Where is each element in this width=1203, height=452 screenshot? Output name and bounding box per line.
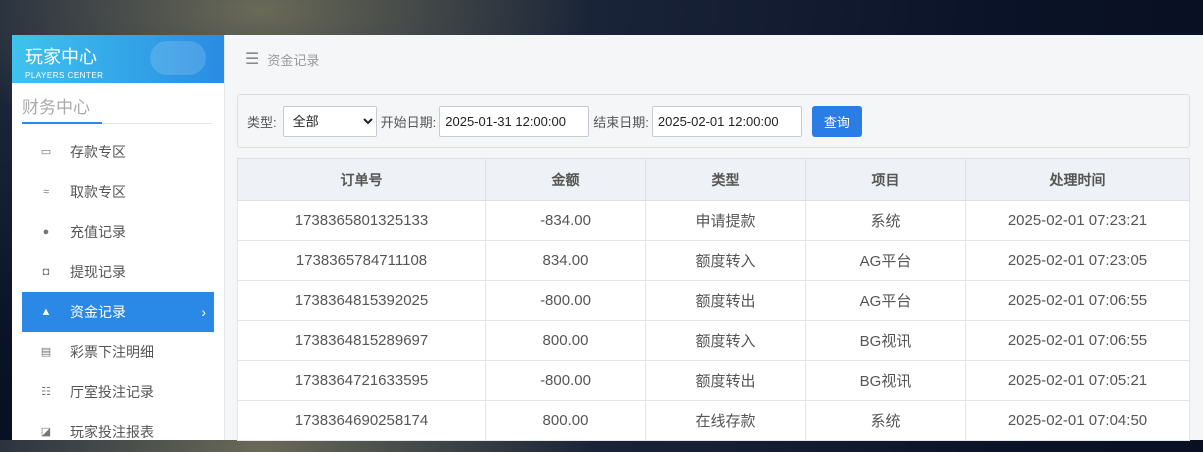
table-cell: 1738364815289697 — [237, 320, 486, 361]
sidebar-item-label: 彩票下注明细 — [70, 344, 154, 360]
table-cell: 额度转入 — [645, 240, 806, 281]
table-cell: -800.00 — [485, 280, 646, 321]
sidebar-item-label: 资金记录 — [70, 304, 126, 320]
column-header[interactable]: 处理时间 — [965, 158, 1190, 201]
table-cell: 额度转入 — [645, 320, 806, 361]
table-cell: 1738365784711108 — [237, 240, 486, 281]
end-date-label: 结束日期: — [593, 114, 649, 130]
sidebar-item-7[interactable]: ◪ 玩家投注报表 — [22, 412, 214, 452]
table-cell: 1738364721633595 — [237, 360, 486, 401]
table-cell: 834.00 — [485, 240, 646, 281]
hand-cash-icon: ≈ — [42, 186, 50, 198]
chevron-right-icon: › — [201, 304, 206, 320]
table-row: 1738364815392025 -800.00 额度转出 AG平台 2025-02-0… — [237, 280, 1190, 321]
sidebar-item-label: 存款专区 — [70, 144, 126, 160]
sidebar: 玩家中心 PLAYERS CENTER 财务中心 ▭ 存款专区 ≈ 取款专区 ● 充值记录… — [12, 35, 225, 440]
menu-icon[interactable]: ☰ — [245, 51, 260, 68]
table-row: 1738364815289697 800.00 额度转入 BG视讯 2025-02-01… — [237, 320, 1190, 361]
table-cell: 系统 — [805, 400, 966, 441]
table-cell: 额度转出 — [645, 280, 806, 321]
sidebar-item-4[interactable]: ▲ 资金记录 › — [22, 292, 214, 332]
table-cell: 2025-02-01 07:04:50 — [965, 400, 1190, 441]
sidebar-item-6[interactable]: ☷ 厅室投注记录 — [22, 372, 214, 412]
table-cell: BG视讯 — [805, 360, 966, 401]
breadcrumb-current: 资金记录 — [267, 52, 320, 68]
column-header[interactable]: 类型 — [645, 158, 806, 201]
end-date-input[interactable] — [651, 105, 802, 137]
table-cell: 2025-02-01 07:06:55 — [965, 320, 1190, 361]
sidebar-item-1[interactable]: ≈ 取款专区 — [22, 172, 214, 212]
sidebar-item-label: 玩家投注报表 — [70, 424, 154, 440]
wallet-icon: ◘ — [42, 266, 50, 278]
sidebar-item-label: 提现记录 — [70, 264, 126, 280]
table-cell: AG平台 — [805, 280, 966, 321]
table-cell: 申请提款 — [645, 200, 806, 241]
sidebar-item-3[interactable]: ◘ 提现记录 — [22, 252, 214, 292]
table-cell: BG视讯 — [805, 320, 966, 361]
sidebar-menu: ▭ 存款专区 ≈ 取款专区 ● 充值记录 ◘ 提现记录 ▲ 资金记录 › ▤ 彩票下注明细 ☷ 厅室投注记录… — [12, 132, 224, 452]
player-center-panel: 玩家中心 PLAYERS CENTER 财务中心 ▭ 存款专区 ≈ 取款专区 ● 充值记录… — [12, 35, 1203, 441]
money-bag-icon: ● — [42, 226, 50, 238]
chart-icon: ◪ — [40, 426, 52, 438]
sidebar-item-label: 取款专区 — [70, 184, 126, 200]
type-select[interactable]: 全部 — [282, 105, 377, 137]
gamepad-icon — [150, 41, 206, 75]
sidebar-subtitle: PLAYERS CENTER — [25, 71, 104, 80]
sidebar-title: 玩家中心 — [25, 47, 97, 67]
table-cell: 系统 — [805, 200, 966, 241]
table-cell: 1738365801325133 — [237, 200, 486, 241]
table-cell: 1738364690258174 — [237, 400, 486, 441]
column-header[interactable]: 项目 — [805, 158, 966, 201]
house-money-icon: ▲ — [40, 306, 52, 318]
sidebar-item-0[interactable]: ▭ 存款专区 — [22, 132, 214, 172]
table-cell: 1738364815392025 — [237, 280, 486, 321]
table-row: 1738365801325133 -834.00 申请提款 系统 2025-02-01 … — [237, 200, 1190, 241]
table-cell: 2025-02-01 07:23:05 — [965, 240, 1190, 281]
fund-records-table: 订单号 金额 类型 项目 处理时间 1738365801325133 -834.00 申请提… — [237, 158, 1190, 441]
query-button[interactable]: 查询 — [811, 105, 862, 137]
list-icon: ▤ — [40, 346, 52, 358]
table-row: 1738365784711108 834.00 额度转入 AG平台 2025-02-01… — [237, 240, 1190, 281]
table-cell: -834.00 — [485, 200, 646, 241]
column-header[interactable]: 订单号 — [237, 158, 486, 201]
table-cell: AG平台 — [805, 240, 966, 281]
table-cell: 800.00 — [485, 320, 646, 361]
table-cell: 在线存款 — [645, 400, 806, 441]
table-row: 1738364690258174 800.00 在线存款 系统 2025-02-01 0… — [237, 400, 1190, 441]
card-icon: ▭ — [40, 146, 52, 158]
section-title: 财务中心 — [22, 93, 212, 124]
sidebar-item-label: 厅室投注记录 — [70, 384, 154, 400]
table-cell: 2025-02-01 07:05:21 — [965, 360, 1190, 401]
type-label: 类型: — [247, 114, 277, 130]
bullet-list-icon: ☷ — [41, 386, 51, 398]
sidebar-header: 玩家中心 PLAYERS CENTER — [12, 35, 224, 83]
table-cell: 2025-02-01 07:23:21 — [965, 200, 1190, 241]
table-cell: 2025-02-01 07:06:55 — [965, 280, 1190, 321]
column-header[interactable]: 金额 — [485, 158, 646, 201]
table-cell: 额度转出 — [645, 360, 806, 401]
table-cell: -800.00 — [485, 360, 646, 401]
breadcrumb: ☰ 资金记录 — [245, 35, 319, 83]
filter-bar: 类型: 全部 开始日期: 结束日期: 查询 — [237, 94, 1190, 148]
table-cell: 800.00 — [485, 400, 646, 441]
start-date-input[interactable] — [439, 105, 590, 137]
table-row: 1738364721633595 -800.00 额度转出 BG视讯 2025-02-0… — [237, 360, 1190, 401]
start-date-label: 开始日期: — [380, 114, 437, 130]
sidebar-item-5[interactable]: ▤ 彩票下注明细 — [22, 332, 214, 372]
sidebar-item-label: 充值记录 — [70, 224, 126, 240]
sidebar-item-2[interactable]: ● 充值记录 — [22, 212, 214, 252]
